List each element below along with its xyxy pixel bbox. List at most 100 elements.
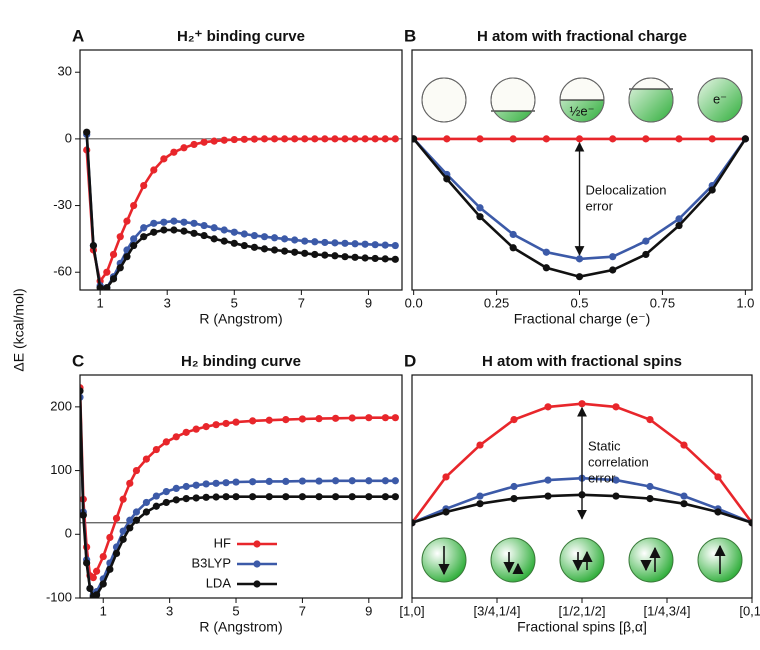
plot-frame <box>79 49 403 291</box>
data-point <box>708 186 716 194</box>
data-point <box>230 228 238 236</box>
data-point <box>230 135 238 144</box>
data-point <box>510 495 518 503</box>
data-point <box>675 135 683 143</box>
data-point <box>170 226 178 234</box>
data-point <box>315 415 323 423</box>
x-tick-label: [1/4,3/4] <box>644 603 691 618</box>
data-point <box>341 135 349 143</box>
data-point <box>714 508 722 516</box>
data-point <box>89 574 97 582</box>
data-point <box>371 241 379 249</box>
x-tick-label: [1/2,1/2] <box>559 603 606 618</box>
x-tick-label: 1 <box>100 603 107 618</box>
annotation-text: error <box>586 198 614 213</box>
y-tick-label: 0 <box>65 130 72 145</box>
legend-label: B3LYP <box>191 555 231 570</box>
data-point <box>680 500 688 508</box>
data-point <box>748 519 752 527</box>
data-point <box>222 493 230 501</box>
data-point <box>391 477 399 485</box>
x-axis-label: R (Angstrom) <box>199 311 282 327</box>
data-point <box>83 559 91 567</box>
data-point <box>311 135 319 143</box>
data-point <box>260 233 269 241</box>
data-point <box>250 135 259 143</box>
data-point <box>476 500 484 508</box>
data-point <box>381 241 389 249</box>
data-point <box>332 493 340 501</box>
data-point <box>675 215 683 223</box>
data-point <box>476 135 484 143</box>
data-point <box>202 493 210 501</box>
data-point <box>202 480 210 488</box>
data-point <box>123 253 131 261</box>
charge-outline <box>628 77 674 123</box>
data-point <box>260 245 269 253</box>
data-point <box>575 273 584 281</box>
y-tick-label: 0 <box>65 526 72 541</box>
data-point <box>291 135 299 143</box>
data-point <box>106 565 114 573</box>
data-point <box>126 479 134 487</box>
data-point <box>182 428 190 436</box>
data-point <box>509 244 517 252</box>
data-point <box>612 403 620 411</box>
x-tick-label: 0.75 <box>650 295 675 310</box>
data-point <box>510 416 518 424</box>
data-point <box>99 552 107 561</box>
data-point <box>172 484 180 493</box>
data-point <box>301 249 309 257</box>
data-point <box>220 136 228 144</box>
panel-title: H atom with fractional spins <box>482 353 682 370</box>
data-point <box>160 218 168 226</box>
data-point <box>170 217 178 225</box>
data-point <box>365 493 373 501</box>
data-point <box>92 567 101 575</box>
data-point <box>230 239 238 247</box>
data-point <box>281 135 289 143</box>
data-point <box>103 268 111 276</box>
data-point <box>281 235 289 243</box>
data-point <box>119 535 127 543</box>
data-point <box>542 248 550 256</box>
data-point <box>270 246 279 254</box>
data-point <box>510 482 518 491</box>
data-point <box>119 495 127 503</box>
data-point <box>351 253 359 261</box>
data-point <box>212 493 220 501</box>
data-point <box>332 414 340 422</box>
data-point <box>210 224 218 232</box>
data-point <box>152 492 160 500</box>
data-point <box>180 227 188 235</box>
data-point <box>381 135 389 143</box>
data-point <box>160 155 168 163</box>
data-point <box>298 477 307 485</box>
charge-outline <box>421 77 467 123</box>
data-point <box>212 479 220 487</box>
data-point <box>412 519 416 527</box>
data-point <box>152 445 160 454</box>
panel-letter: B <box>404 26 416 45</box>
legend-label: HF <box>214 535 231 550</box>
data-point <box>202 423 210 431</box>
charge-outline <box>697 77 743 123</box>
data-point <box>291 236 299 244</box>
data-point <box>391 493 399 501</box>
data-point <box>680 441 688 449</box>
charge-fill <box>698 78 742 122</box>
data-point <box>544 476 552 484</box>
data-point <box>99 580 107 588</box>
data-point <box>291 248 299 256</box>
data-point <box>365 477 373 485</box>
data-point <box>232 478 240 486</box>
data-point <box>249 493 257 501</box>
icon-label: e⁻ <box>713 91 727 106</box>
data-point <box>182 482 190 491</box>
data-point <box>170 148 178 156</box>
data-point <box>210 137 218 145</box>
data-point <box>311 250 319 259</box>
data-point <box>142 455 150 463</box>
data-point <box>250 231 259 240</box>
data-point <box>126 524 134 532</box>
